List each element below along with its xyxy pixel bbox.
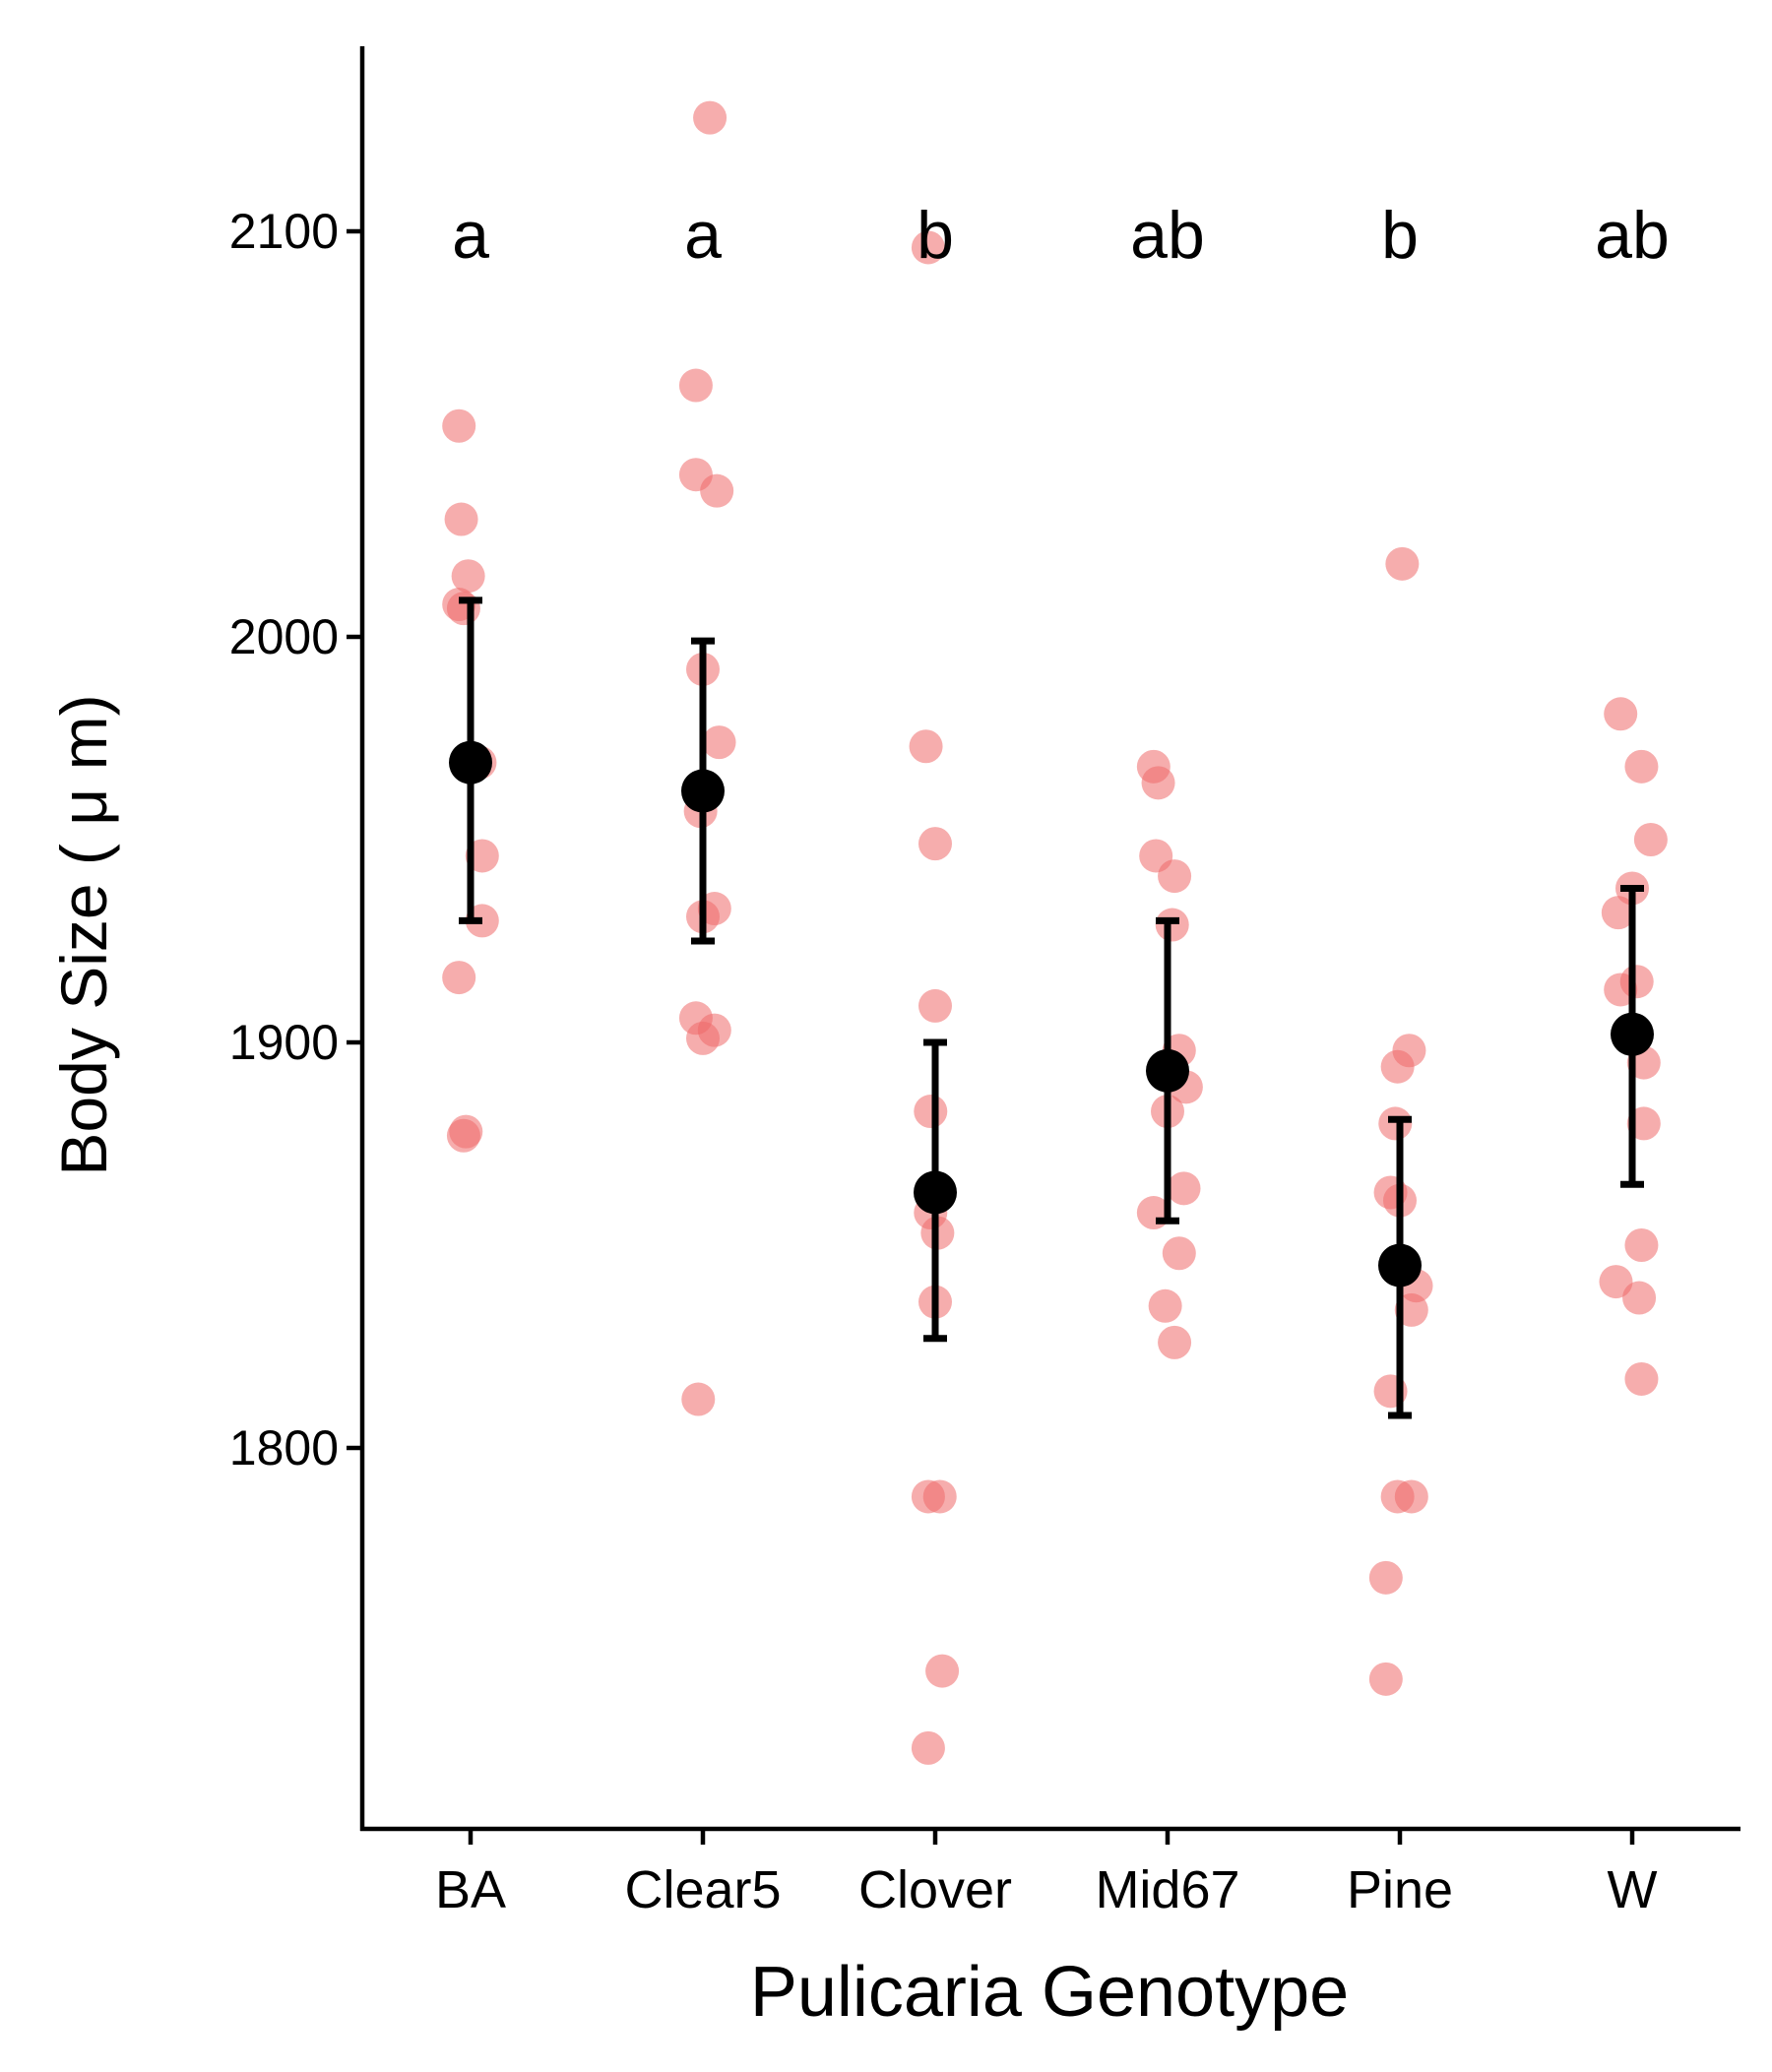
data-point xyxy=(678,368,713,403)
data-point xyxy=(1385,546,1420,581)
data-point xyxy=(1601,896,1635,930)
y-tick-label: 2000 xyxy=(229,609,339,664)
data-point xyxy=(925,1654,960,1688)
mean-point xyxy=(1378,1243,1422,1287)
significance-letter: b xyxy=(1381,198,1419,273)
x-axis-title: Pulicaria Genotype xyxy=(750,1953,1349,2032)
data-point xyxy=(1162,1236,1196,1271)
significance-letters: a a b ab b ab xyxy=(452,198,1670,273)
data-point xyxy=(1394,1479,1428,1514)
data-point xyxy=(1633,823,1668,856)
data-point xyxy=(442,408,476,443)
significance-letter: ab xyxy=(1130,198,1205,273)
significance-letter: ab xyxy=(1595,198,1670,273)
data-point xyxy=(1622,1281,1657,1315)
data-point xyxy=(1158,1325,1192,1359)
data-point xyxy=(446,1118,480,1153)
y-tick-label: 1800 xyxy=(229,1420,339,1476)
data-point xyxy=(1167,1171,1201,1206)
mean-point xyxy=(449,740,492,785)
mean-point xyxy=(681,769,725,813)
data-point xyxy=(918,988,952,1023)
x-tick-label: Pine xyxy=(1347,1860,1453,1919)
significance-letter: b xyxy=(917,198,954,273)
y-axis-ticks: 1800 1900 2000 2100 xyxy=(229,204,362,1476)
data-point xyxy=(1148,1288,1182,1323)
data-point xyxy=(918,827,952,861)
data-point xyxy=(1599,1265,1633,1299)
y-tick-label: 2100 xyxy=(229,204,339,259)
data-point xyxy=(922,1479,957,1514)
x-axis-ticks: BA Clear5 Clover Mid67 Pine W xyxy=(435,1829,1658,1919)
data-point xyxy=(700,473,734,508)
x-tick-label: Mid67 xyxy=(1095,1860,1239,1919)
data-point xyxy=(1378,1106,1413,1141)
data-point xyxy=(909,729,943,764)
significance-letter: a xyxy=(452,198,489,273)
x-tick-label: W xyxy=(1608,1860,1658,1919)
data-point xyxy=(1624,1361,1659,1396)
data-point xyxy=(1155,908,1189,942)
data-point xyxy=(1141,766,1175,800)
significance-letter: a xyxy=(684,198,722,273)
data-point xyxy=(446,592,480,626)
data-point xyxy=(1624,1228,1659,1262)
data-point xyxy=(914,1095,948,1129)
data-point xyxy=(681,1382,716,1416)
summary-estimates xyxy=(449,596,1654,1419)
y-tick-label: 1900 xyxy=(229,1015,339,1070)
x-tick-label: Clear5 xyxy=(624,1860,781,1919)
x-tick-label: BA xyxy=(435,1860,506,1919)
data-point xyxy=(451,559,485,594)
x-tick-label: Clover xyxy=(858,1860,1012,1919)
data-point xyxy=(1624,749,1659,784)
mean-point xyxy=(1611,1012,1654,1056)
mean-point xyxy=(914,1170,957,1215)
data-point xyxy=(1604,697,1638,731)
data-point xyxy=(1380,1049,1415,1084)
mean-point xyxy=(1146,1048,1189,1093)
data-point xyxy=(693,100,728,135)
y-axis-title: Body Size ( μ m) xyxy=(47,694,120,1175)
data-point xyxy=(911,230,945,265)
data-point xyxy=(702,725,736,760)
data-point xyxy=(686,1021,720,1055)
data-points xyxy=(442,100,1668,1765)
data-point xyxy=(1158,859,1192,894)
data-point xyxy=(442,961,476,995)
data-point xyxy=(911,1730,945,1765)
data-point xyxy=(1368,1560,1403,1595)
data-point xyxy=(1368,1662,1403,1696)
data-point xyxy=(444,502,478,536)
